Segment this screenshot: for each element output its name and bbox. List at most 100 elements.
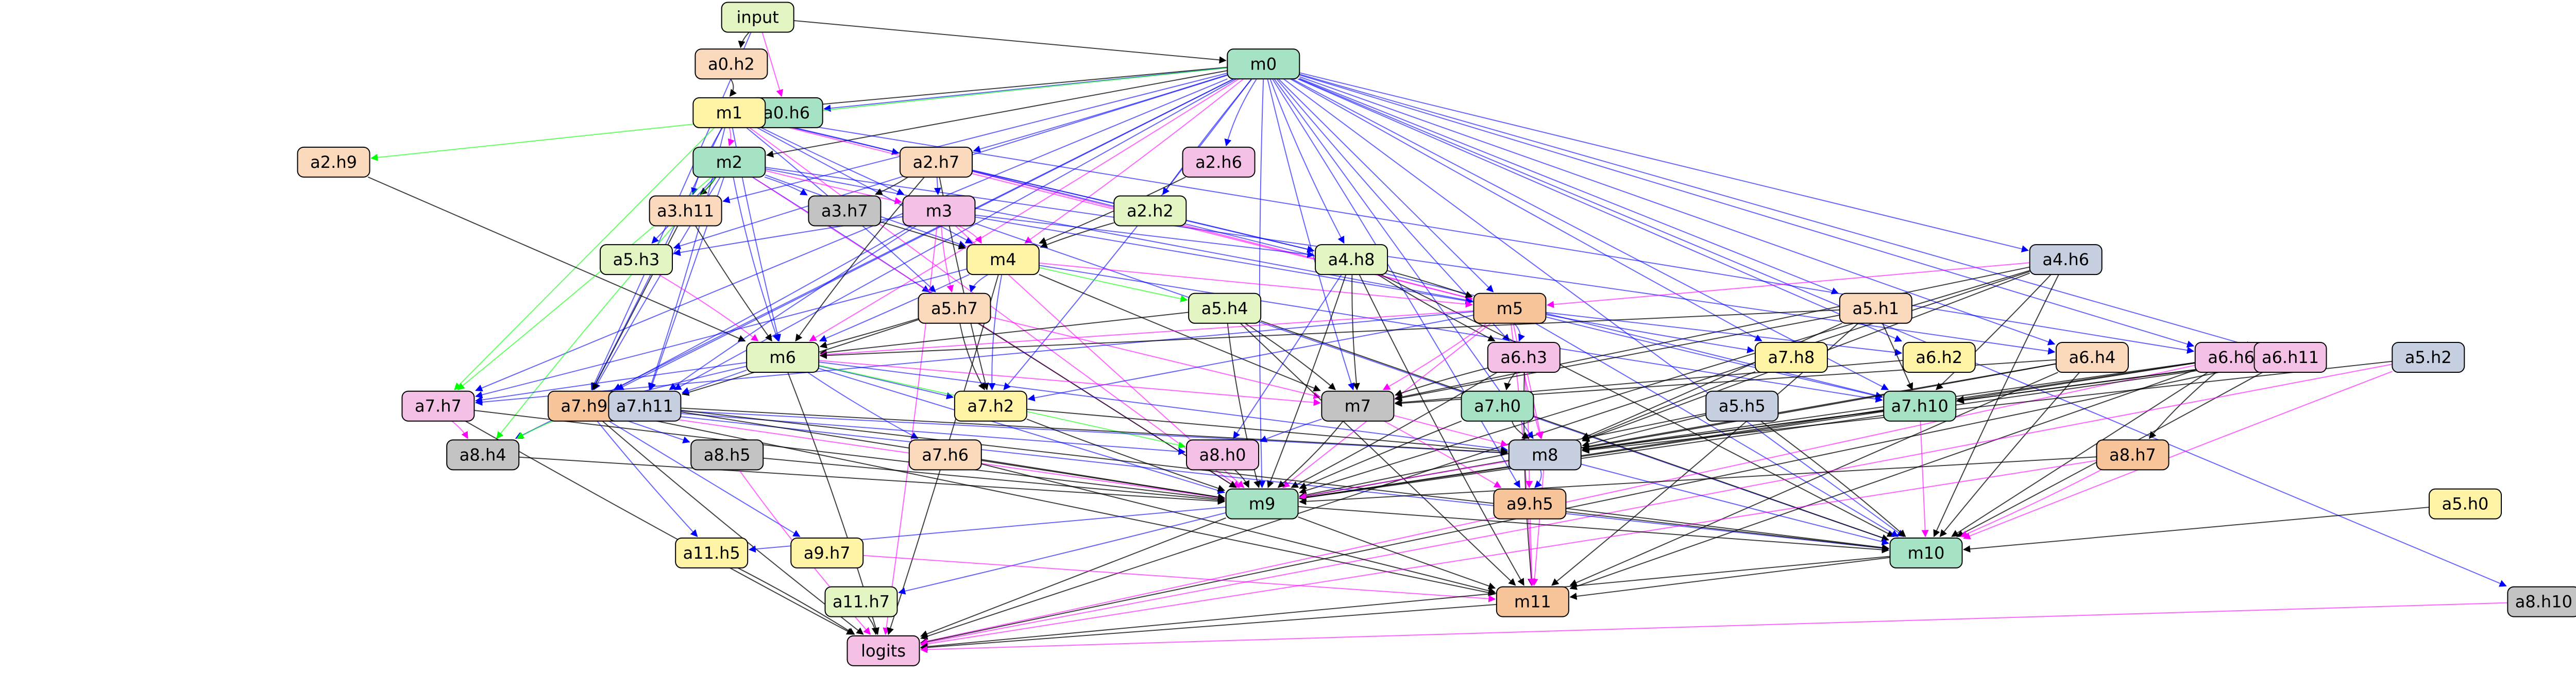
node-m11[interactable]: m11 xyxy=(1496,586,1569,617)
edge-m4-to-a7h7 xyxy=(475,268,968,399)
node-a3h7[interactable]: a3.h7 xyxy=(808,195,882,227)
edge-m0-to-a9h5 xyxy=(1272,78,1520,488)
node-box xyxy=(2429,488,2502,520)
node-a11h5[interactable]: a11.h5 xyxy=(675,537,749,568)
edge-a6h3-to-m7 xyxy=(1395,367,1488,396)
node-a4h6[interactable]: a4.h6 xyxy=(2029,244,2103,275)
node-m8[interactable]: m8 xyxy=(1508,439,1582,471)
node-a9h7[interactable]: a9.h7 xyxy=(790,537,864,568)
edge-a5h1-to-a7h10 xyxy=(1882,323,1913,390)
node-a7h7[interactable]: a7.h7 xyxy=(401,390,475,422)
edge-m0-to-a7h8 xyxy=(1290,78,1762,341)
edge-m0-to-a2h7 xyxy=(973,74,1228,153)
node-box xyxy=(846,635,920,666)
edge-a4h6-to-m5 xyxy=(1547,262,2030,308)
node-a8h0[interactable]: a8.h0 xyxy=(1186,439,1260,471)
node-a7h2[interactable]: a7.h2 xyxy=(954,390,1027,422)
node-a6h4[interactable]: a6.h4 xyxy=(2055,342,2129,373)
edge-m0-to-a6h2 xyxy=(1297,78,1903,342)
node-box xyxy=(900,146,973,178)
edge-a8h7-to-logits xyxy=(920,460,2097,648)
edge-a2h7-to-a3h7 xyxy=(875,177,909,195)
node-box xyxy=(1487,342,1561,373)
node-a7h11[interactable]: a7.h11 xyxy=(608,390,682,422)
edge-m0-to-a7h2 xyxy=(1003,78,1252,390)
node-a7h8[interactable]: a7.h8 xyxy=(1754,342,1828,373)
node-a7h10[interactable]: a7.h10 xyxy=(1883,390,1957,422)
edge-a6h4-to-m11 xyxy=(1569,372,2058,586)
node-a8h7[interactable]: a8.h7 xyxy=(2096,439,2170,471)
node-a5h2[interactable]: a5.h2 xyxy=(2392,342,2465,373)
node-a5h4[interactable]: a5.h4 xyxy=(1188,292,1262,324)
node-box xyxy=(1496,586,1569,617)
edge-a6h3-to-m9 xyxy=(1291,372,1498,488)
node-a8h5[interactable]: a8.h5 xyxy=(690,439,764,471)
node-m4[interactable]: m4 xyxy=(966,244,1040,275)
node-a5h7[interactable]: a5.h7 xyxy=(918,292,991,324)
node-box xyxy=(1188,292,1262,324)
node-box xyxy=(690,439,764,471)
edge-m10-to-logits xyxy=(920,556,1890,650)
node-a11h7[interactable]: a11.h7 xyxy=(824,586,898,617)
edge-a5h1-to-m8 xyxy=(1581,322,1842,439)
node-a4h8[interactable]: a4.h8 xyxy=(1315,244,1388,275)
edge-a3h7-to-m4 xyxy=(880,221,967,250)
node-a2h9[interactable]: a2.h9 xyxy=(297,146,370,178)
node-label: a7.h10 xyxy=(1891,396,1948,416)
node-m3[interactable]: m3 xyxy=(902,195,976,227)
node-box xyxy=(1461,390,1534,422)
node-a6h2[interactable]: a6.h2 xyxy=(1902,342,1976,373)
node-m9[interactable]: m9 xyxy=(1225,488,1299,520)
node-a2h7[interactable]: a2.h7 xyxy=(900,146,973,178)
node-a5h1[interactable]: a5.h1 xyxy=(1839,292,1912,324)
node-a3h11[interactable]: a3.h11 xyxy=(649,195,722,227)
node-a9h5[interactable]: a9.h5 xyxy=(1493,488,1567,520)
node-m6[interactable]: m6 xyxy=(746,342,820,373)
node-box xyxy=(2392,342,2465,373)
node-a5h3[interactable]: a5.h3 xyxy=(600,244,673,275)
node-a7h9[interactable]: a7.h9 xyxy=(547,390,621,422)
node-a2h2[interactable]: a2.h2 xyxy=(1113,195,1187,227)
node-a8h10[interactable]: a8.h10 xyxy=(2507,586,2576,617)
edge-m5-to-a7h8 xyxy=(1546,314,1755,354)
edge-input-to-a0h6 xyxy=(761,32,784,97)
node-a8h4[interactable]: a8.h4 xyxy=(446,439,520,471)
edge-a9h5-to-m10 xyxy=(1566,508,1889,551)
node-a6h11[interactable]: a6.h11 xyxy=(2253,342,2327,373)
edge-m0-to-a6h4 xyxy=(1299,76,2056,346)
node-a5h5[interactable]: a5.h5 xyxy=(1705,390,1779,422)
node-input[interactable]: input xyxy=(721,2,794,33)
edge-a6h3-to-a9h5 xyxy=(1523,372,1533,489)
edge-a2h9-to-m6 xyxy=(367,176,746,342)
node-logits[interactable]: logits xyxy=(846,635,920,666)
edge-m5-to-a7h10 xyxy=(1546,316,1883,400)
node-a7h6[interactable]: a7.h6 xyxy=(908,439,982,471)
node-a7h0[interactable]: a7.h0 xyxy=(1461,390,1534,422)
edge-m4-to-a5h7 xyxy=(969,274,989,293)
node-a6h6[interactable]: a6.h6 xyxy=(2194,342,2268,373)
node-box xyxy=(918,292,991,324)
node-box xyxy=(790,537,864,568)
node-a0h2[interactable]: a0.h2 xyxy=(694,48,768,80)
edge-m3-to-a7h11 xyxy=(669,225,917,390)
node-m7[interactable]: m7 xyxy=(1321,390,1395,422)
node-m5[interactable]: m5 xyxy=(1473,292,1547,324)
node-a2h6[interactable]: a2.h6 xyxy=(1182,146,1256,178)
node-m2[interactable]: m2 xyxy=(692,146,766,178)
edge-m0-to-m1 xyxy=(766,66,1228,113)
edge-a7h8-to-m8 xyxy=(1582,371,1756,441)
node-m10[interactable]: m10 xyxy=(1889,537,1963,568)
node-box xyxy=(902,195,976,227)
node-m1[interactable]: m1 xyxy=(692,97,766,128)
edge-a7h2-to-m8 xyxy=(1026,408,1509,455)
node-label: a5.h4 xyxy=(1201,299,1248,318)
edge-a5h5-to-m8 xyxy=(1582,415,1706,448)
node-a5h0[interactable]: a5.h0 xyxy=(2429,488,2502,520)
node-label: m0 xyxy=(1250,54,1277,74)
node-m0[interactable]: m0 xyxy=(1227,48,1300,80)
node-label: a6.h6 xyxy=(2208,348,2255,367)
edge-a5h2-to-m8 xyxy=(1582,360,2393,454)
edge-m7-to-m9 xyxy=(1277,421,1344,488)
node-a6h3[interactable]: a6.h3 xyxy=(1487,342,1561,373)
node-box xyxy=(1705,390,1779,422)
